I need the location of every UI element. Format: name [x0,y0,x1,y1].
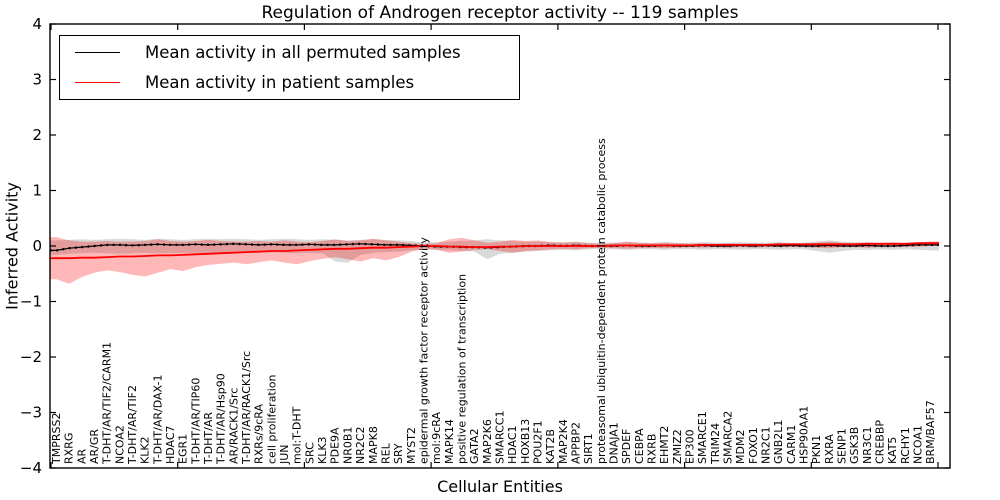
x-tick-label: HDAC7 [164,425,177,464]
x-tick-label: positive regulation of transcription [455,274,468,464]
y-tick-label: 3 [32,71,42,89]
x-tick-label: MAPK14 [443,419,456,464]
x-tick-label: SENP1 [836,428,849,464]
permuted-mean-markers [50,242,939,252]
x-tick-label: ZMIZ2 [671,429,684,464]
y-axis-label: Inferred Activity [2,182,22,310]
x-tick-label: NR2C2 [354,426,367,464]
x-tick-label: CEBPA [633,428,646,464]
x-tick-label: SIRT1 [582,433,595,464]
x-tick-label: KLK2 [139,436,152,464]
x-tick-label: NR0B1 [341,427,354,464]
legend: Mean activity in all permuted samples Me… [59,35,520,100]
x-tick-label: SRC [303,442,316,464]
legend-label-patient: Mean activity in patient samples [145,73,415,92]
y-tick-label: −4 [20,459,42,477]
legend-item-patient: Mean activity in patient samples [60,68,519,98]
patient-band [50,237,939,284]
x-tick-label: NR2C1 [760,426,773,464]
x-tick-label: SPDEF [620,429,633,464]
y-tick-label: 2 [32,126,42,144]
x-tick-label: HDAC1 [506,425,519,464]
x-tick-label: PKN1 [810,435,823,464]
x-tick-label: MDM2 [734,430,747,464]
x-tick-label: KLK3 [316,436,329,464]
x-tick-label: T-DHT/AR/RACK1/Src [240,351,253,465]
x-tick-label: RXRA [823,434,836,464]
x-tick-label: SMARCA2 [722,411,735,464]
y-tick-label: −3 [20,404,42,422]
x-tick-label: T-DHT/AR/TIF2/CARM1 [101,342,114,465]
y-tick-label: −1 [20,293,42,311]
x-tick-label: NCOA2 [113,425,126,464]
x-tick-label: EHMT2 [658,426,671,464]
x-tick-label: RXRG [63,433,76,464]
x-tick-label: KAT5 [886,437,899,464]
x-tick-label: SMARCC1 [493,411,506,464]
x-tick-label: SMARCE1 [696,411,709,464]
x-tick-label: HSP90AA1 [798,406,811,464]
x-tick-label: T-DHT/AR [202,412,215,465]
x-tick-label: T-DHT/AR/TIF2 [126,385,139,465]
patient-mean-line [50,242,939,260]
x-tick-label: BRM/BAF57 [924,400,937,464]
x-tick-label: POU2F1 [532,420,545,464]
chart-title: Regulation of Androgen receptor activity… [261,3,739,23]
x-tick-label: CARM1 [785,425,798,464]
x-tick-label: MAP2K6 [481,419,494,464]
x-tick-label: mol:T-DHT [291,406,304,464]
x-tick-label: RXRs/9cRA [253,403,266,464]
x-tick-label: T-DHT/AR/TIP60 [189,378,202,465]
x-tick-label: KAT2B [544,429,557,464]
x-tick-label: PDE9A [329,427,342,464]
x-tick-label: JUN [278,444,291,465]
x-tick-label: FOXO1 [747,427,760,464]
x-tick-label: REL [379,442,392,464]
legend-item-permuted: Mean activity in all permuted samples [60,38,519,68]
x-tick-label: TMPRSS2 [50,413,63,465]
x-axis-label: Cellular Entities [437,477,563,496]
x-tick-label: EP300 [684,429,697,464]
x-tick-label: GNB2L1 [772,420,785,464]
x-tick-label: epidermal growth factor receptor activit… [417,237,430,464]
x-tick-label: GSK3B [848,427,861,464]
x-tick-label: MAPK8 [367,426,380,464]
x-tick-label: AR [75,448,88,464]
x-tick-label: GATA2 [468,428,481,464]
x-tick-label: AR/GR [88,429,101,464]
x-tick-label: AR/RACK1/Src [227,388,240,464]
x-tick-label: SRY [392,443,405,464]
x-tick-label: MYST2 [405,427,418,464]
x-tick-label: mol:9cRA [430,412,443,464]
x-tick-label: HOXB13 [519,419,532,464]
patient-line-sample-icon [75,82,120,83]
x-tick-label: RCHY1 [899,427,912,464]
permuted-line-sample-icon [75,52,120,53]
x-tick-label: T-DHT/AR/DAX-1 [151,375,164,465]
x-tick-label: proteasomal ubiquitin-dependent protein … [595,138,608,464]
x-tick-label: TRIM24 [709,423,722,465]
x-tick-label: NCOA1 [912,425,925,464]
y-tick-label: 0 [32,237,42,255]
x-tick-label: cell proliferation [265,374,278,464]
x-tick-label: MAP2K4 [557,419,570,464]
x-tick-label: NR3C1 [861,426,874,464]
y-tick-label: 4 [32,15,42,33]
x-tick-label: RXRB [646,434,659,464]
x-tick-label: EGR1 [177,434,190,464]
x-tick-label: APPBP2 [570,422,583,464]
x-tick-label: CREBBP [874,420,887,464]
y-tick-label: 1 [32,182,42,200]
x-tick-label: T-DHT/AR/Hsp90 [215,373,228,465]
legend-label-permuted: Mean activity in all permuted samples [145,43,461,62]
y-tick-label: −2 [20,348,42,366]
x-tick-label: DNAJA1 [608,422,621,464]
